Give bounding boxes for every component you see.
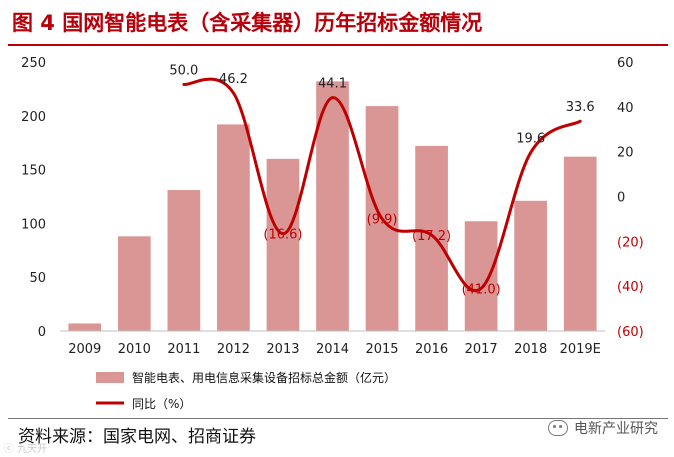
bar xyxy=(514,200,548,331)
watermark-text: 电新产业研究 xyxy=(574,421,658,437)
line-data-label: 50.0 xyxy=(169,63,198,78)
bar xyxy=(167,190,201,331)
x-tick-label: 2013 xyxy=(266,342,299,357)
line-data-label: 33.6 xyxy=(566,100,595,115)
source-note: 资料来源：国家电网、招商证券 xyxy=(18,427,256,447)
right-tick-label: 20 xyxy=(617,146,634,161)
right-axis-ticks: (60) (40) (20) 0 20 40 60 xyxy=(617,56,644,340)
left-tick-label: 150 xyxy=(21,164,46,179)
bar xyxy=(266,158,300,331)
legend-bar-label: 智能电表、用电信息采集设备招标总金额（亿元） xyxy=(132,370,396,385)
bar xyxy=(117,236,151,331)
bar-line-chart: 0 50 100 150 200 250 (60) (40) (20) 0 20 40 60 2009… xyxy=(21,56,644,411)
left-tick-label: 50 xyxy=(29,271,46,286)
yoy-line xyxy=(182,77,582,293)
line-data-label: (9.9) xyxy=(367,213,398,228)
right-tick-label: 60 xyxy=(617,56,634,71)
x-tick-label: 2016 xyxy=(415,342,448,357)
line-data-label: (17.2) xyxy=(412,229,451,244)
x-axis-labels: 2009 2010 2011 2012 2013 2014 2015 2016 2017 2018… xyxy=(68,342,601,357)
line-data-label: 46.2 xyxy=(219,72,248,87)
legend: 智能电表、用电信息采集设备招标总金额（亿元） 同比（%） xyxy=(96,370,396,411)
x-tick-label: 2018 xyxy=(514,342,547,357)
legend-bar-swatch xyxy=(96,372,124,383)
corner-watermark: ⓒ 九天开 xyxy=(4,444,48,455)
x-tick-label: 2014 xyxy=(316,342,349,357)
wechat-icon xyxy=(548,420,568,436)
right-tick-label: (40) xyxy=(617,280,644,295)
watermark: 电新产业研究 xyxy=(548,418,658,438)
right-tick-label: 0 xyxy=(617,191,625,206)
source-rule xyxy=(8,418,668,419)
bar xyxy=(563,156,597,331)
left-tick-label: 250 xyxy=(21,56,46,71)
bar xyxy=(217,124,250,332)
bar xyxy=(415,145,448,331)
line-data-labels: 50.0 46.2 (16.6) 44.1 (9.9) (17.2) (41.0) 19.6 3… xyxy=(169,63,594,297)
chart-title: 图 4 国网智能电表（含采集器）历年招标金额情况 xyxy=(12,11,483,35)
bar xyxy=(316,81,349,331)
title-rule xyxy=(8,44,668,46)
bar xyxy=(464,221,498,331)
right-tick-label: 40 xyxy=(617,101,634,116)
line-data-label: 44.1 xyxy=(318,77,347,92)
line-data-label: 19.6 xyxy=(516,132,545,147)
bar-series xyxy=(68,81,597,332)
line-data-label: (41.0) xyxy=(462,282,501,297)
x-tick-label: 2015 xyxy=(365,342,398,357)
bar xyxy=(68,323,102,331)
left-axis-ticks: 0 50 100 150 200 250 xyxy=(21,56,46,340)
x-tick-label: 2010 xyxy=(118,342,151,357)
x-tick-label: 2019E xyxy=(560,342,601,357)
x-tick-label: 2009 xyxy=(68,342,101,357)
left-tick-label: 100 xyxy=(21,217,46,232)
left-tick-label: 200 xyxy=(21,110,46,125)
right-tick-label: (60) xyxy=(617,325,644,340)
right-tick-label: (20) xyxy=(617,235,644,250)
legend-line-label: 同比（%） xyxy=(132,397,191,411)
x-tick-label: 2011 xyxy=(167,342,200,357)
line-data-label: (16.6) xyxy=(263,228,302,243)
x-tick-label: 2017 xyxy=(465,342,498,357)
x-tick-label: 2012 xyxy=(217,342,250,357)
left-tick-label: 0 xyxy=(38,325,46,340)
